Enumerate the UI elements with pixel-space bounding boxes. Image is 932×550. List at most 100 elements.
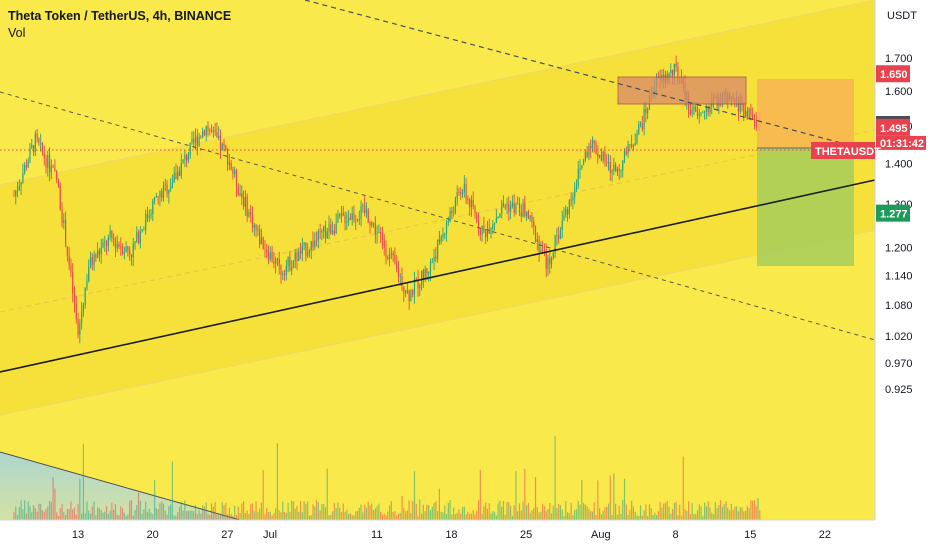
volume-bar (568, 513, 570, 520)
candle (554, 234, 556, 259)
candle (604, 146, 606, 167)
resistance-zone[interactable] (617, 76, 747, 105)
candle (244, 190, 246, 217)
candle (125, 241, 127, 253)
candle (170, 178, 172, 192)
y-tick-label: 1.200 (885, 242, 913, 254)
volume-bar (141, 513, 143, 520)
x-tick-label: 13 (72, 529, 84, 541)
candle (474, 204, 476, 219)
volume-bar (654, 512, 656, 520)
candle (299, 242, 302, 260)
y-tick-label: 0.970 (885, 358, 913, 370)
candle (97, 242, 99, 259)
volume-bar (664, 502, 667, 520)
candle (565, 205, 567, 218)
loss-zone[interactable] (757, 148, 854, 266)
price-tag-stop[interactable]: 1.277 (876, 204, 910, 222)
candle (574, 182, 576, 205)
candle (590, 139, 592, 159)
volume-bar (531, 510, 533, 520)
volume-bar (88, 510, 90, 520)
time-axis-pane[interactable] (0, 520, 932, 550)
volume-bar (499, 500, 501, 520)
candle (588, 142, 590, 161)
volume-bar (688, 501, 690, 520)
candle (212, 126, 214, 138)
candle (134, 240, 136, 250)
price-tag-target[interactable]: 1.650 (876, 65, 910, 83)
candle (86, 273, 88, 291)
candle (292, 259, 295, 269)
volume-bar (38, 503, 40, 520)
candle (194, 128, 197, 151)
candle (356, 218, 359, 223)
candle (296, 248, 298, 270)
volume-bar (527, 502, 529, 520)
volume-bar (31, 512, 33, 520)
candle (223, 139, 225, 152)
candle (111, 229, 113, 243)
candle (20, 181, 22, 195)
candle (129, 246, 131, 261)
candle (419, 283, 421, 297)
ascending-trendline[interactable] (0, 179, 876, 373)
candle (198, 132, 200, 148)
candle (388, 247, 391, 267)
volume-bar (269, 512, 271, 520)
volume-bar (356, 510, 359, 520)
price-tag-last-price[interactable]: 1.495 (876, 118, 910, 136)
volume-bar (113, 509, 115, 520)
candle (390, 247, 392, 260)
candle (691, 103, 693, 118)
volume-bar (24, 500, 26, 520)
candle (753, 113, 756, 130)
candle (623, 148, 626, 164)
volume-bar (721, 506, 724, 520)
volume-bar (627, 515, 629, 520)
candle (499, 213, 501, 218)
candle (330, 218, 332, 235)
volume-bar (759, 510, 761, 520)
volume-bar (643, 510, 645, 520)
volume-bar (616, 514, 618, 520)
candle (584, 149, 586, 162)
volume-bar (251, 503, 254, 520)
candle (159, 190, 161, 207)
volume-bar (689, 514, 691, 520)
candle (428, 271, 430, 282)
candle (145, 209, 147, 235)
volume-bar (177, 511, 179, 520)
volume-bar (618, 505, 620, 520)
volume-bar (184, 500, 186, 520)
candle (340, 206, 343, 223)
channel-upper-line (0, 0, 876, 186)
candle (214, 123, 216, 136)
volume-bar (291, 500, 293, 520)
candle (317, 228, 319, 249)
volume-bar (337, 502, 339, 520)
volume-bar (381, 514, 384, 520)
volume-bar (225, 502, 227, 520)
profit-zone[interactable] (757, 79, 854, 148)
volume-bar (465, 514, 467, 520)
volume-bar (476, 510, 478, 520)
candle (118, 241, 120, 250)
volume-bar (702, 515, 704, 520)
volume-bar (458, 509, 460, 520)
symbol-title[interactable]: Theta Token / TetherUS, 4h, BINANCE (8, 9, 232, 23)
volume-bar (417, 515, 419, 520)
volume-bar (157, 509, 159, 520)
candle (705, 103, 707, 120)
volume-indicator-label[interactable]: Vol (8, 26, 26, 40)
candle (469, 197, 471, 216)
svg-text:01:31:42: 01:31:42 (880, 138, 924, 150)
candle (312, 231, 314, 252)
candle (61, 202, 63, 228)
price-axis-pane[interactable] (875, 0, 932, 550)
svg-text:1.277: 1.277 (880, 209, 908, 221)
volume-bar (166, 514, 168, 520)
volume-bar (659, 501, 661, 520)
